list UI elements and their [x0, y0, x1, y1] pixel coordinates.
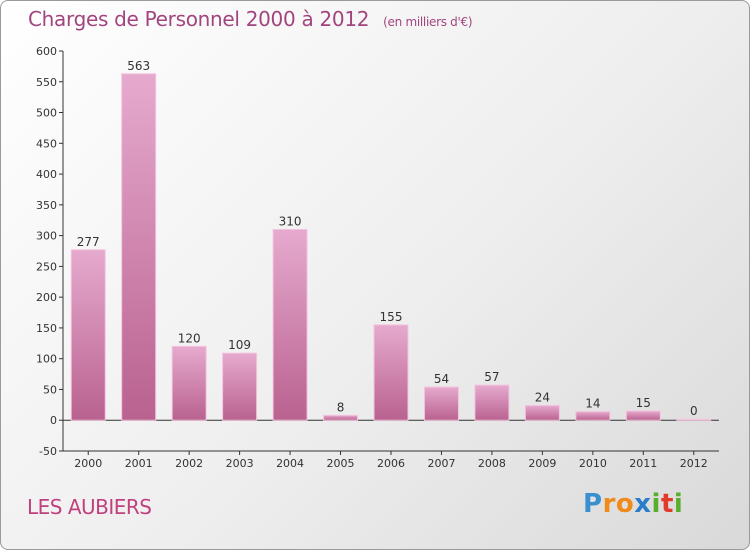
bar-2000 — [70, 249, 106, 421]
x-tick-label-2008: 2008 — [478, 457, 506, 470]
value-label-2001: 563 — [127, 59, 150, 73]
bar-2003 — [222, 352, 258, 421]
x-tick-label-2007: 2007 — [427, 457, 455, 470]
x-tick-label-2003: 2003 — [226, 457, 254, 470]
proxiti-logo: Proxiti — [583, 489, 683, 519]
y-tick-label: 150 — [36, 322, 57, 335]
value-label-2005: 8 — [337, 400, 345, 414]
y-tick-label: 300 — [36, 230, 57, 243]
y-tick-label: -50 — [39, 445, 57, 458]
chart-title: Charges de Personnel 2000 à 2012 (en mill… — [28, 7, 473, 31]
x-tick-label-2009: 2009 — [528, 457, 556, 470]
x-tick-label-2005: 2005 — [327, 457, 355, 470]
x-tick-label-2010: 2010 — [579, 457, 607, 470]
logo-letter: x — [634, 489, 652, 519]
commune-name: LES AUBIERS — [27, 495, 152, 519]
value-label-2008: 57 — [484, 370, 499, 384]
y-tick-label: 0 — [50, 414, 57, 427]
value-label-2000: 277 — [77, 235, 100, 249]
bar-2002 — [171, 345, 207, 421]
bar-2008 — [474, 384, 510, 421]
y-tick-label: 200 — [36, 291, 57, 304]
value-label-2012: 0 — [690, 404, 698, 418]
value-label-2007: 54 — [434, 372, 449, 386]
x-tick-label-2006: 2006 — [377, 457, 405, 470]
bar-2006 — [373, 324, 409, 421]
logo-letter: o — [615, 489, 635, 519]
logo-letter: r — [602, 489, 616, 519]
y-tick-label: 400 — [36, 168, 57, 181]
x-tick-label-2011: 2011 — [629, 457, 657, 470]
bar-2005 — [323, 414, 359, 421]
bar-2004 — [272, 228, 308, 421]
chart-labels: 277 2000 563 2001 120 2002 109 2003 310 2004 8 2005… — [74, 59, 708, 470]
logo-letter: t — [660, 489, 674, 519]
bar-2010 — [575, 411, 611, 421]
logo-letter: i — [673, 489, 684, 519]
chart-subtitle: (en milliers d'€) — [383, 15, 473, 29]
y-tick-label: 350 — [36, 199, 57, 212]
value-label-2009: 24 — [535, 390, 550, 404]
bar-2009 — [524, 404, 560, 421]
bar-2007 — [423, 386, 459, 421]
value-label-2010: 14 — [585, 397, 600, 411]
y-tick-label: 250 — [36, 260, 57, 273]
logo-letter: i — [651, 489, 661, 519]
x-tick-label-2002: 2002 — [175, 457, 203, 470]
value-label-2011: 15 — [636, 396, 651, 410]
x-tick-label-2004: 2004 — [276, 457, 304, 470]
x-tick-label-2000: 2000 — [74, 457, 102, 470]
y-tick-label: 600 — [36, 45, 57, 58]
y-tick-label: 450 — [36, 137, 57, 150]
logo-letter: P — [583, 489, 603, 519]
x-tick-label-2001: 2001 — [125, 457, 153, 470]
bar-2001 — [121, 73, 157, 421]
value-label-2002: 120 — [178, 331, 201, 345]
value-label-2006: 155 — [380, 310, 403, 324]
value-label-2004: 310 — [279, 214, 302, 228]
x-tick-label-2012: 2012 — [680, 457, 708, 470]
y-tick-label: 550 — [36, 76, 57, 89]
value-label-2003: 109 — [228, 338, 251, 352]
y-tick-label: 100 — [36, 353, 57, 366]
bar-2012 — [676, 418, 712, 421]
y-tick-label: 50 — [43, 383, 57, 396]
y-tick-label: 500 — [36, 107, 57, 120]
chart-title-text: Charges de Personnel 2000 à 2012 — [28, 7, 370, 31]
bar-2011 — [625, 410, 661, 421]
chart-bars — [70, 73, 712, 421]
